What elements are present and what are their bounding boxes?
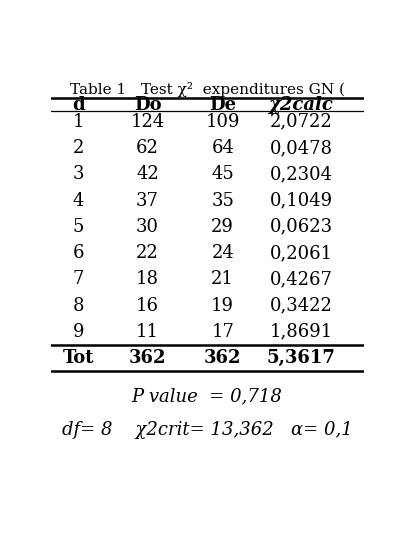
Text: 8: 8: [73, 296, 84, 315]
Text: 22: 22: [136, 244, 159, 262]
Text: 9: 9: [73, 323, 84, 341]
Text: 16: 16: [136, 296, 159, 315]
Text: 362: 362: [129, 348, 166, 367]
Text: 1,8691: 1,8691: [269, 323, 332, 341]
Text: Do: Do: [134, 96, 161, 113]
Text: 37: 37: [136, 192, 159, 210]
Text: 62: 62: [136, 139, 159, 157]
Text: 21: 21: [211, 271, 234, 288]
Text: 4: 4: [73, 192, 84, 210]
Text: 11: 11: [136, 323, 159, 341]
Text: 0,3422: 0,3422: [269, 296, 332, 315]
Text: 0,0478: 0,0478: [269, 139, 332, 157]
Text: 6: 6: [73, 244, 84, 262]
Text: 0,2061: 0,2061: [269, 244, 332, 262]
Text: 1: 1: [73, 113, 84, 131]
Text: df= 8    χ2crit= 13,362   α= 0,1: df= 8 χ2crit= 13,362 α= 0,1: [62, 421, 352, 439]
Text: 30: 30: [136, 218, 159, 236]
Text: 19: 19: [211, 296, 234, 315]
Text: Tot: Tot: [63, 348, 95, 367]
Text: 42: 42: [136, 165, 159, 183]
Text: 7: 7: [73, 271, 84, 288]
Text: 5,3617: 5,3617: [267, 348, 335, 367]
Text: 0,4267: 0,4267: [269, 271, 332, 288]
Text: 0,0623: 0,0623: [269, 218, 332, 236]
Text: 18: 18: [136, 271, 159, 288]
Text: 5: 5: [73, 218, 84, 236]
Text: 2: 2: [73, 139, 84, 157]
Text: 35: 35: [211, 192, 234, 210]
Text: 2,0722: 2,0722: [269, 113, 332, 131]
Text: De: De: [209, 96, 236, 113]
Text: 29: 29: [211, 218, 234, 236]
Text: 64: 64: [211, 139, 234, 157]
Text: Table 1   Test χ²  expenditures GN (: Table 1 Test χ² expenditures GN (: [69, 82, 345, 97]
Text: 0,1049: 0,1049: [269, 192, 332, 210]
Text: 17: 17: [211, 323, 234, 341]
Text: 124: 124: [130, 113, 165, 131]
Text: 0,2304: 0,2304: [269, 165, 332, 183]
Text: 45: 45: [211, 165, 234, 183]
Text: 109: 109: [206, 113, 240, 131]
Text: P value  = 0,718: P value = 0,718: [132, 387, 282, 405]
Text: 24: 24: [211, 244, 234, 262]
Text: 3: 3: [73, 165, 84, 183]
Text: d: d: [72, 96, 85, 113]
Text: χ2calc: χ2calc: [269, 96, 333, 113]
Text: 362: 362: [204, 348, 242, 367]
